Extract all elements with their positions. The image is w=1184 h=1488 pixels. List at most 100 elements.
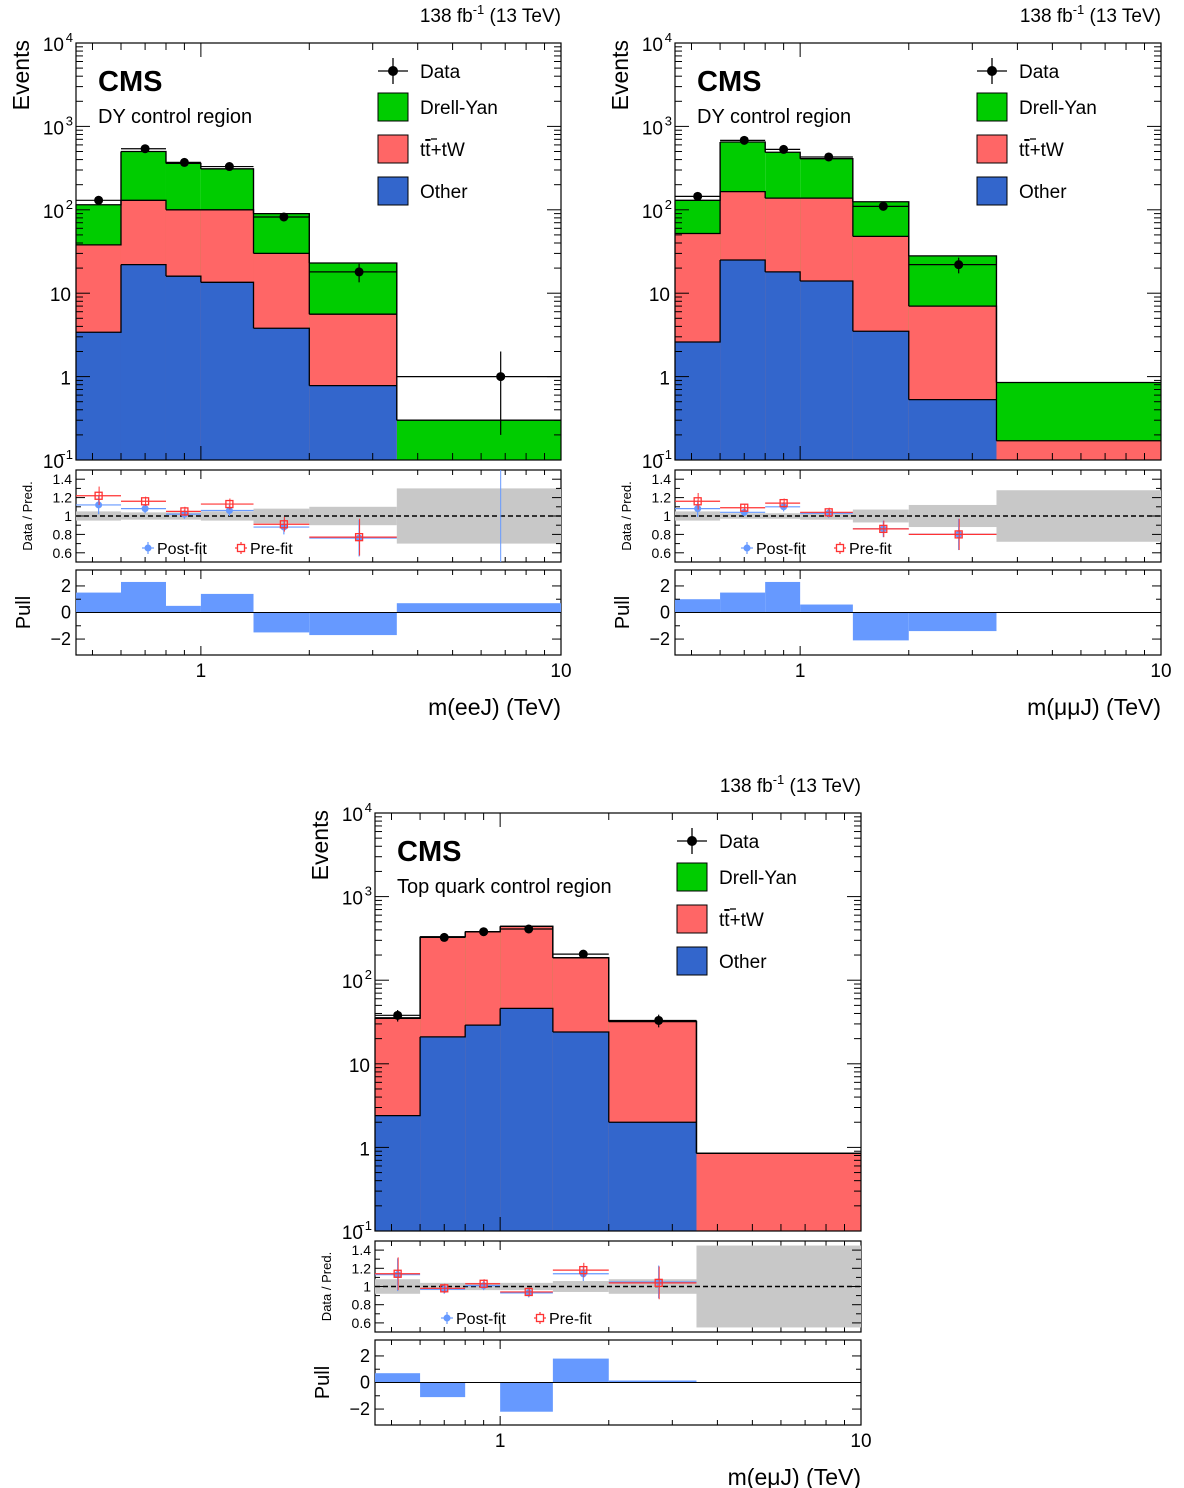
lumi-exponent: -1 (473, 2, 485, 17)
legend-ttbar-tw: +tW (431, 140, 465, 161)
legend-ttbar-tw-swatch (976, 134, 1008, 164)
uncertainty-band (552, 1281, 609, 1292)
main-frame (674, 42, 1162, 461)
other-bar (253, 328, 310, 460)
data-point (479, 927, 489, 937)
legend-drell-yan-label: Drell-Yan (420, 98, 498, 119)
stack-histogram (674, 141, 1161, 460)
region-label: DY control region (697, 106, 851, 128)
uncertainty-band (309, 506, 397, 526)
ratio-y-tick-label: 0.6 (53, 545, 73, 561)
post-fit-legend-label: Post-fit (456, 1311, 506, 1328)
pull-bar (420, 1382, 466, 1398)
lumi-value: 138 fb (420, 6, 473, 27)
energy-label: (13 TeV) (1084, 6, 1161, 27)
pull-bar (120, 581, 166, 613)
y-tick-label: 10 (50, 285, 71, 306)
pre-fit-point (740, 503, 749, 512)
legend: Data Drell-Yan tt+tW Other (676, 828, 797, 976)
legend-data-marker (987, 66, 997, 76)
data-point (739, 135, 749, 145)
y-tick-label: 10 (642, 35, 663, 56)
legend-ttbar-tw: +tW (1030, 140, 1064, 161)
pre-fit-point (479, 1279, 488, 1288)
data-point (140, 144, 150, 154)
data-point (496, 372, 506, 382)
pre-fit-point (225, 499, 234, 509)
post-fit-legend-marker (743, 544, 751, 552)
pull-y-tick-label: 2 (360, 1346, 370, 1366)
x-tick-label: 10 (850, 1431, 871, 1452)
drell-yan-bar (396, 420, 561, 460)
other-bar (200, 282, 254, 460)
y-tick-label: 10 (342, 889, 363, 910)
x-tick-label: 1 (795, 661, 806, 682)
ratio-y-tick-label: 1 (363, 1279, 371, 1295)
y-tick-label: 1 (359, 1139, 370, 1160)
y-tick-label-exp: −1 (357, 1218, 372, 1233)
legend-other-label: Other (420, 182, 468, 203)
pre-fit-point (824, 508, 833, 517)
x-axis: 1 10 (91, 43, 572, 682)
pre-fit-legend-label: Pre-fit (849, 541, 892, 558)
pre-fit-legend-marker (835, 543, 845, 553)
pre-fit-legend-marker (236, 543, 246, 553)
data-point (439, 932, 449, 942)
pre-fit-point (579, 1265, 588, 1275)
other-bar (852, 331, 909, 460)
other-bar (165, 276, 201, 460)
y-tick-label: 10 (642, 452, 663, 473)
x-axis-title: m(μμJ) (TeV) (1027, 694, 1161, 720)
y-tick-label-exp: −1 (657, 447, 672, 462)
y-tick-label: 10 (642, 202, 663, 223)
pre-fit-point (779, 498, 788, 508)
pull-y-tick-label: −2 (50, 629, 71, 649)
pull-bar (375, 1373, 421, 1383)
pull-y-tick-label: 2 (660, 576, 670, 596)
ratio-y-tick-label: 1.4 (352, 1242, 372, 1258)
cms-label: CMS (697, 66, 761, 98)
lumi-value: 138 fb (1020, 6, 1073, 27)
y-tick-label: 10 (342, 1223, 363, 1244)
pull-bar (608, 1380, 697, 1383)
pull-y-axis-title: Pull (13, 596, 35, 629)
y-tick-label-exp: 4 (66, 30, 73, 45)
ratio-panel: 0.6 0.8 1 1.2 1.4 Post-fit Pre-fit (652, 471, 1161, 561)
x-axis-title: m(eeJ) (TeV) (428, 694, 561, 720)
cms-label: CMS (397, 836, 461, 868)
data-point (279, 212, 289, 222)
post-fit-legend-marker (443, 1314, 451, 1322)
y-axis-title: Events (8, 40, 34, 110)
lumi-exponent: -1 (1073, 2, 1085, 17)
other-bar (465, 1025, 501, 1231)
y-tick-label-exp: 4 (665, 30, 672, 45)
pull-panel: −2 0 2 (50, 576, 561, 649)
pre-fit-point (354, 533, 364, 542)
legend-drell-yan-swatch (676, 862, 708, 892)
ratio-y-tick-label: 1 (663, 508, 671, 524)
data-point (824, 152, 834, 162)
lumi-label: 138 fb-1 (13 TeV) (1020, 2, 1161, 27)
y-tick-label: 1 (659, 369, 670, 390)
pull-bar (675, 599, 721, 613)
pre-fit-point (180, 507, 189, 516)
legend-ttbar-t: t (420, 140, 426, 161)
pre-fit-point (954, 530, 963, 539)
legend-ttbar-tw-label: tt+tW (1019, 140, 1064, 161)
energy-label: (13 TeV) (784, 776, 861, 797)
uncertainty-band (500, 1282, 553, 1291)
y-tick-label: 10 (642, 118, 663, 139)
data-points (76, 144, 561, 435)
pull-bar (76, 592, 121, 613)
pre-fit-legend-label: Pre-fit (250, 541, 293, 558)
ttbar-tw-bar (696, 1153, 861, 1231)
y-tick-label: 10 (43, 202, 64, 223)
x-tick-label: 10 (550, 661, 571, 682)
y-tick-label: 10 (43, 35, 64, 56)
ratio-y-tick-label: 0.6 (352, 1315, 372, 1331)
pre-fit-point (140, 497, 150, 506)
pre-fit-point (524, 1287, 533, 1297)
